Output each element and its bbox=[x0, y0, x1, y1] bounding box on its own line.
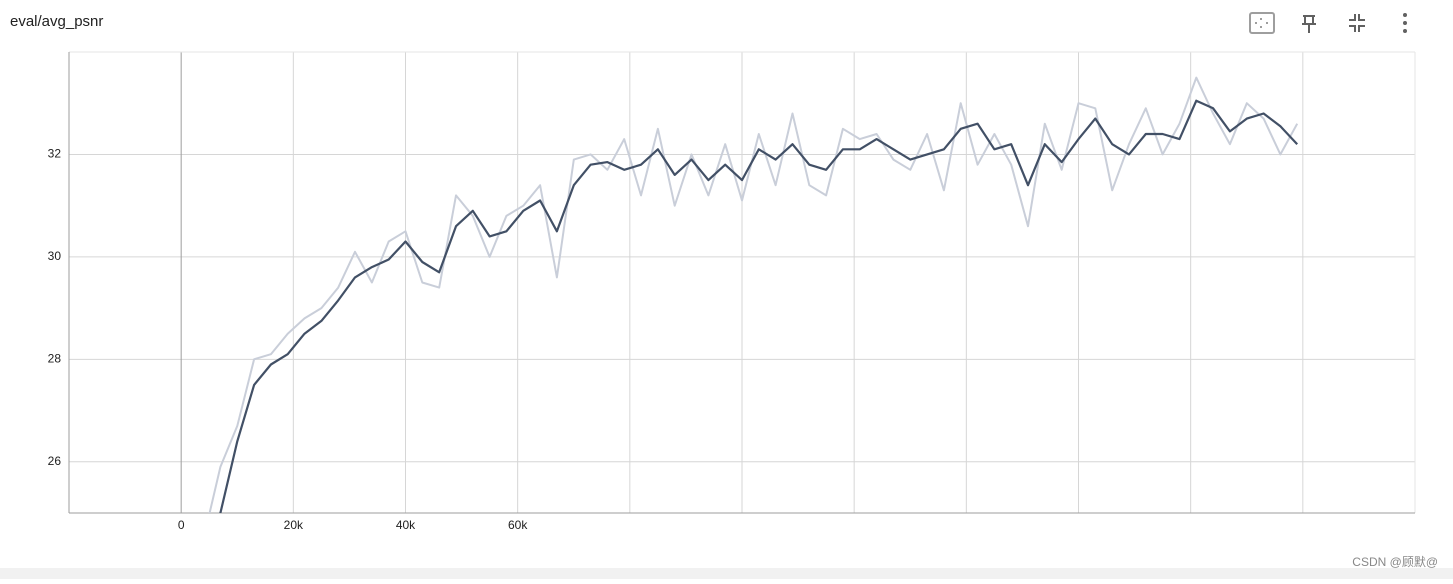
fit-domain-button[interactable] bbox=[1249, 12, 1275, 34]
pin-button[interactable] bbox=[1302, 15, 1316, 33]
x-tick-label: 20k bbox=[284, 518, 304, 532]
chart-title: eval/avg_psnr bbox=[10, 13, 103, 30]
x-tick-label: 60k bbox=[508, 518, 528, 532]
x-tick-label: 0 bbox=[178, 518, 185, 532]
x-tick-label: 40k bbox=[396, 518, 416, 532]
y-tick-label: 30 bbox=[48, 249, 62, 263]
smoothed-line bbox=[219, 99, 1299, 513]
watermark: CSDN @顾默@ bbox=[1352, 554, 1438, 569]
collapse-button[interactable] bbox=[1349, 14, 1365, 32]
footer-strip bbox=[0, 568, 1453, 579]
y-tick-label: 32 bbox=[48, 147, 62, 161]
more-button[interactable] bbox=[1403, 13, 1407, 33]
raw-line bbox=[208, 76, 1299, 513]
plot-area bbox=[208, 76, 1299, 513]
toolbar bbox=[1249, 12, 1407, 34]
y-tick-label: 26 bbox=[48, 454, 62, 468]
y-tick-label: 28 bbox=[48, 352, 62, 366]
